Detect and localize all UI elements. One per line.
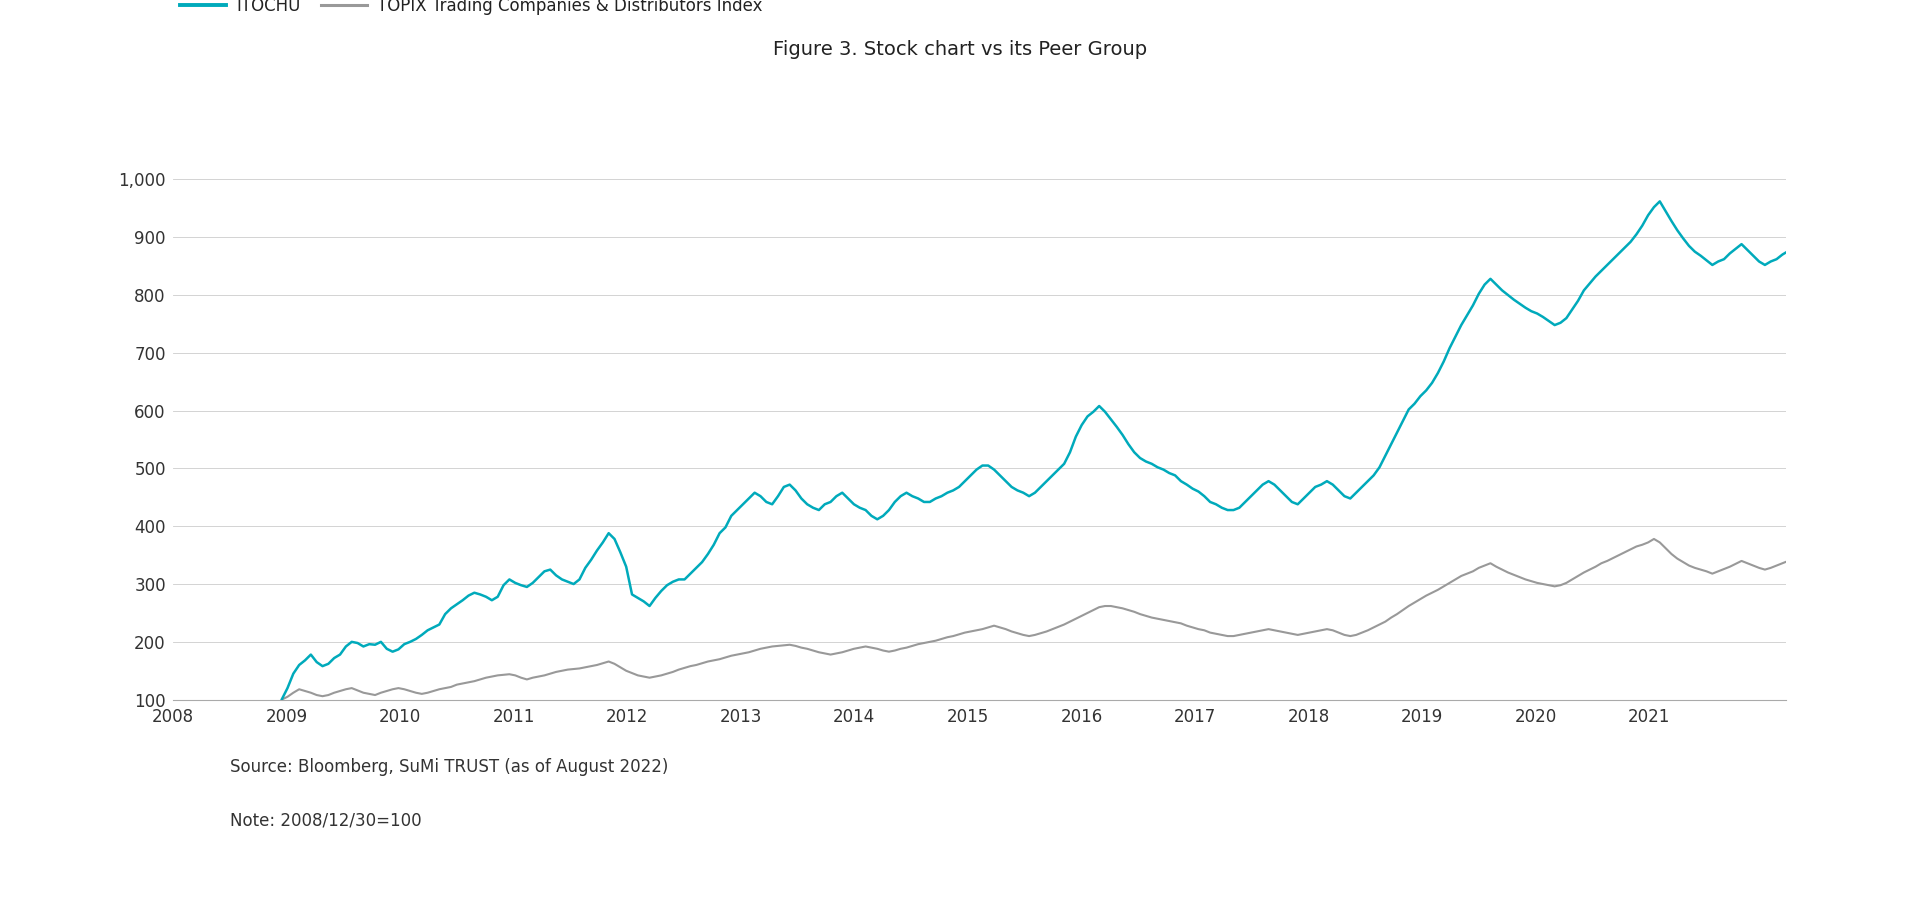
Text: Source: Bloomberg, SuMi TRUST (as of August 2022): Source: Bloomberg, SuMi TRUST (as of Aug… [230,758,668,776]
Text: Figure 3. Stock chart vs its Peer Group: Figure 3. Stock chart vs its Peer Group [774,40,1146,59]
Legend: ITOCHU, TOPIX Trading Companies & Distributors Index: ITOCHU, TOPIX Trading Companies & Distri… [173,0,770,22]
Text: Note: 2008/12/30=100: Note: 2008/12/30=100 [230,812,422,830]
